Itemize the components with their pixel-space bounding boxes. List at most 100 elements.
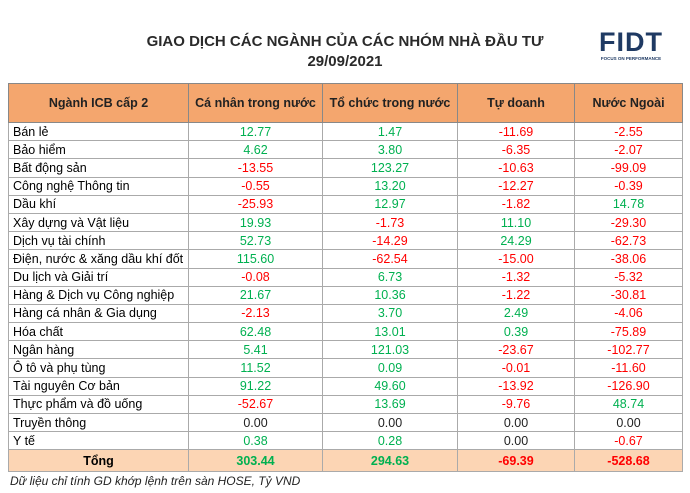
sector-name: Bán lẻ [8, 121, 189, 142]
footnote: Dữ liệu chỉ tính GD khớp lệnh trên sàn H… [10, 474, 301, 488]
value-cell: 0.28 [322, 431, 458, 451]
value-cell: 0.39 [457, 322, 575, 342]
value-cell: 13.69 [322, 394, 458, 415]
value-cell: 13.20 [322, 176, 458, 196]
title-block: GIAO DỊCH CÁC NGÀNH CỦA CÁC NHÓM NHÀ ĐẦU… [0, 32, 690, 72]
sector-name: Xây dựng và Vật liệu [8, 212, 189, 233]
sector-name: Công nghệ Thông tin [8, 176, 189, 196]
sector-name: Điện, nước & xăng dầu khí đốt [8, 249, 189, 269]
value-cell: -102.77 [574, 340, 683, 360]
value-cell: 123.27 [322, 158, 458, 178]
value-cell: 4.62 [188, 140, 323, 160]
table-row: Ô tô và phụ tùng 11.52 0.09 -0.01 -11.60 [8, 358, 683, 378]
column-header: Tổ chức trong nước [322, 83, 458, 123]
table-row: Hàng cá nhân & Gia dụng -2.13 3.70 2.49 -4.0… [8, 303, 683, 324]
value-cell: -62.54 [322, 249, 458, 269]
table-row: Tài nguyên Cơ bản 91.22 49.60 -13.92 -126.90 [8, 376, 683, 396]
sector-name: Thực phẩm và đồ uống [8, 394, 189, 415]
value-cell: 0.00 [188, 412, 323, 433]
value-cell: 121.03 [322, 340, 458, 360]
table-row: Hóa chất 62.48 13.01 0.39 -75.89 [8, 322, 683, 342]
value-cell: -2.13 [188, 303, 323, 324]
value-cell: 6.73 [322, 267, 458, 287]
value-cell: 10.36 [322, 285, 458, 305]
sector-name: Hàng & Dịch vụ Công nghiệp [8, 285, 189, 305]
data-table: Ngành ICB cấp 2 Cá nhân trong nước Tổ chức… [8, 83, 683, 473]
value-cell: -23.67 [457, 340, 575, 360]
value-cell: -126.90 [574, 376, 683, 396]
logo-name: FIDT [599, 27, 663, 57]
value-cell: 0.38 [188, 431, 323, 451]
value-cell: 303.44 [188, 449, 323, 473]
table-row: Ngân hàng 5.41 121.03 -23.67 -102.77 [8, 340, 683, 360]
value-cell: -29.30 [574, 212, 683, 233]
table-row: Công nghệ Thông tin -0.55 13.20 -12.27 -0.39 [8, 176, 683, 196]
total-row: Tổng 303.44 294.63 -69.39 -528.68 [8, 449, 683, 473]
value-cell: -75.89 [574, 322, 683, 342]
logo-tagline: FOCUS ON PERFORMANCE [600, 56, 662, 61]
sector-name: Truyền thông [8, 412, 189, 433]
value-cell: 48.74 [574, 394, 683, 415]
value-cell: 24.29 [457, 231, 575, 251]
value-cell: 62.48 [188, 322, 323, 342]
value-cell: 2.49 [457, 303, 575, 324]
value-cell: -1.22 [457, 285, 575, 305]
value-cell: 49.60 [322, 376, 458, 396]
value-cell: -0.01 [457, 358, 575, 378]
value-cell: 0.00 [457, 431, 575, 451]
sector-name: Hàng cá nhân & Gia dụng [8, 303, 189, 324]
value-cell: -25.93 [188, 194, 323, 214]
value-cell: 0.09 [322, 358, 458, 378]
table-row: Du lịch và Giải trí -0.08 6.73 -1.32 -5.32 [8, 267, 683, 287]
value-cell: 3.70 [322, 303, 458, 324]
value-cell: 12.97 [322, 194, 458, 214]
value-cell: -69.39 [457, 449, 575, 473]
value-cell: 19.93 [188, 212, 323, 233]
value-cell: -6.35 [457, 140, 575, 160]
value-cell: -99.09 [574, 158, 683, 178]
value-cell: -30.81 [574, 285, 683, 305]
value-cell: -4.06 [574, 303, 683, 324]
value-cell: -5.32 [574, 267, 683, 287]
value-cell: 3.80 [322, 140, 458, 160]
title: GIAO DỊCH CÁC NGÀNH CỦA CÁC NHÓM NHÀ ĐẦU… [146, 33, 544, 50]
value-cell: -0.55 [188, 176, 323, 196]
value-cell: -11.60 [574, 358, 683, 378]
value-cell: 1.47 [322, 121, 458, 142]
value-cell: 0.00 [457, 412, 575, 433]
value-cell: 0.00 [322, 412, 458, 433]
value-cell: -12.27 [457, 176, 575, 196]
value-cell: -10.63 [457, 158, 575, 178]
value-cell: -38.06 [574, 249, 683, 269]
value-cell: -13.92 [457, 376, 575, 396]
logo: FIDT FOCUS ON PERFORMANCE [595, 28, 667, 61]
value-cell: -1.73 [322, 212, 458, 233]
value-cell: -2.07 [574, 140, 683, 160]
sector-name: Ngân hàng [8, 340, 189, 360]
table-row: Xây dựng và Vật liệu 19.93 -1.73 11.10 -29.3… [8, 212, 683, 233]
value-cell: 115.60 [188, 249, 323, 269]
value-cell: 11.10 [457, 212, 575, 233]
value-cell: 12.77 [188, 121, 323, 142]
value-cell: 21.67 [188, 285, 323, 305]
value-cell: -15.00 [457, 249, 575, 269]
value-cell: -52.67 [188, 394, 323, 415]
value-cell: -13.55 [188, 158, 323, 178]
value-cell: 5.41 [188, 340, 323, 360]
table-row: Y tế 0.38 0.28 0.00 -0.67 [8, 431, 683, 451]
table-row: Bán lẻ 12.77 1.47 -11.69 -2.55 [8, 121, 683, 142]
value-cell: -9.76 [457, 394, 575, 415]
value-cell: 14.78 [574, 194, 683, 214]
table-row: Điện, nước & xăng dầu khí đốt 115.60 -62.5… [8, 249, 683, 269]
sector-name: Bất động sản [8, 158, 189, 178]
sector-name: Dịch vụ tài chính [8, 231, 189, 251]
sector-name: Bảo hiểm [8, 140, 189, 160]
value-cell: -11.69 [457, 121, 575, 142]
sector-name: Dầu khí [8, 194, 189, 214]
table-row: Truyền thông 0.00 0.00 0.00 0.00 [8, 412, 683, 433]
table-row: Hàng & Dịch vụ Công nghiệp 21.67 10.36 -1.2… [8, 285, 683, 305]
sector-name: Y tế [8, 431, 189, 451]
sector-name: Ô tô và phụ tùng [8, 358, 189, 378]
table-row: Dịch vụ tài chính 52.73 -14.29 24.29 -62.73 [8, 231, 683, 251]
